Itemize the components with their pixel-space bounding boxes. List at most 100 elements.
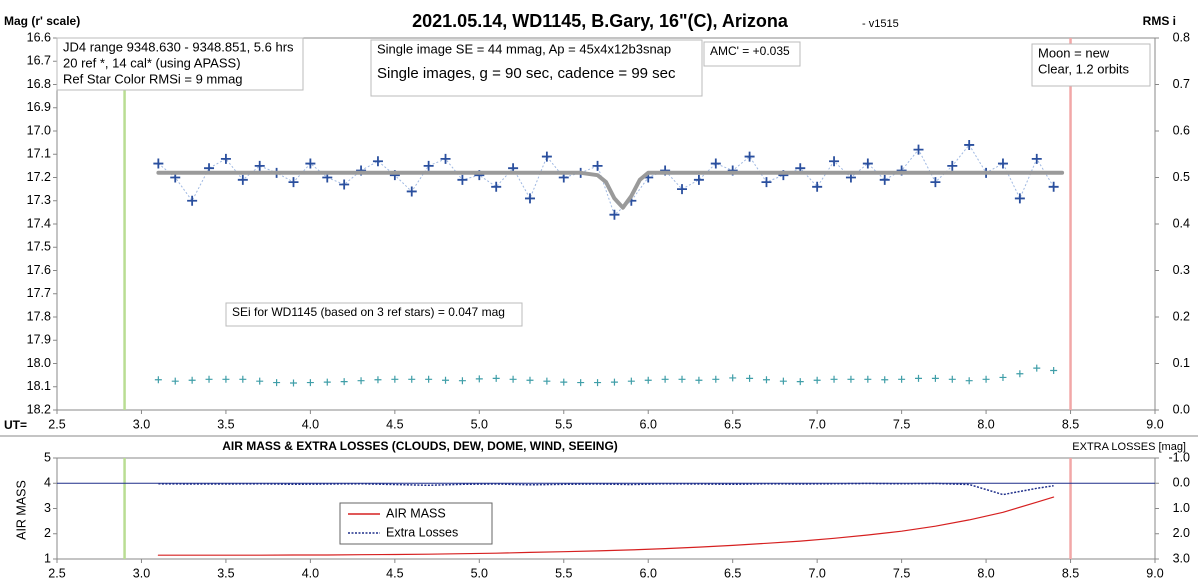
data-point <box>458 377 466 385</box>
y2-tick-label: 0.7 <box>1173 77 1190 91</box>
y2-tick-label: 0.0 <box>1173 402 1190 416</box>
x-tick-label: 4.0 <box>302 417 319 431</box>
data-point <box>627 377 635 385</box>
annotation-text: JD4 range 9348.630 - 9348.851, 5.6 hrs <box>63 39 294 54</box>
series-line <box>157 496 1055 556</box>
data-point <box>256 377 264 385</box>
data-point <box>693 174 704 185</box>
data-point <box>761 177 772 188</box>
data-point <box>1033 364 1041 372</box>
annotation-box <box>225 302 523 327</box>
data-point <box>254 160 265 171</box>
data-point <box>1014 193 1025 204</box>
annotation-text: Single images, g = 90 sec, cadence = 99 … <box>377 65 676 82</box>
data-point <box>306 379 314 387</box>
data-point <box>847 375 855 383</box>
data-point <box>1031 153 1042 164</box>
x-tick-label: 3.5 <box>217 566 234 580</box>
data-point <box>391 375 399 383</box>
data-point <box>746 374 754 382</box>
data-point <box>594 379 602 387</box>
data-point <box>1048 181 1059 192</box>
y-tick-label: 16.6 <box>27 30 51 44</box>
y-tick-label: 16.9 <box>27 100 51 114</box>
y-tick-label: 17.5 <box>27 240 51 254</box>
data-point <box>509 375 517 383</box>
data-point <box>609 209 620 220</box>
annotation-text: Clear, 1.2 orbits <box>1038 61 1130 76</box>
y-tick-label: 17.0 <box>27 123 51 137</box>
data-point <box>220 153 231 164</box>
y-tick-label: 17.7 <box>27 286 51 300</box>
y-tick-label: 17.2 <box>27 170 51 184</box>
x-tick-label: 6.0 <box>640 566 657 580</box>
y-tick-label: 18.2 <box>27 402 51 416</box>
data-point <box>999 373 1007 381</box>
data-point <box>948 375 956 383</box>
y2-tick-label: 1.0 <box>1173 501 1190 515</box>
data-point <box>661 375 669 383</box>
x-tick-label: 8.0 <box>977 417 994 431</box>
annotation-box <box>1031 43 1151 87</box>
data-point <box>339 179 350 190</box>
data-point <box>592 160 603 171</box>
data-point <box>712 375 720 383</box>
data-point <box>577 379 585 387</box>
data-point <box>340 378 348 386</box>
data-point <box>491 181 502 192</box>
y2-tick-label: 0.5 <box>1173 170 1190 184</box>
data-point <box>237 174 248 185</box>
annotation-text: Ref Star Color RMSi = 9 mmag <box>63 71 243 86</box>
data-point <box>289 379 297 387</box>
y-tick-label: 16.8 <box>27 77 51 91</box>
data-point <box>526 376 534 384</box>
y-tick-label: 18.0 <box>27 356 51 370</box>
y-tick-label: 17.8 <box>27 309 51 323</box>
data-point <box>997 158 1008 169</box>
data-point <box>372 156 383 167</box>
data-point <box>644 376 652 384</box>
data-point <box>492 374 500 382</box>
x-tick-label: 4.5 <box>386 417 403 431</box>
y2-axis-label: EXTRA LOSSES [mag] <box>1072 441 1186 453</box>
data-point <box>812 181 823 192</box>
x-tick-label: 8.5 <box>1062 566 1079 580</box>
data-point <box>915 374 923 382</box>
legend-box <box>339 502 493 545</box>
data-point <box>829 156 840 167</box>
x-tick-label: 7.5 <box>893 417 910 431</box>
x-tick-label: 7.5 <box>893 566 910 580</box>
data-point <box>1016 370 1024 378</box>
data-point <box>153 158 164 169</box>
series-line <box>158 482 1054 496</box>
data-point <box>710 158 721 169</box>
data-point <box>524 193 535 204</box>
y2-tick-label: 2.0 <box>1173 526 1190 540</box>
y-axis-label: AIR MASS <box>14 480 28 540</box>
x-tick-label: 3.5 <box>217 417 234 431</box>
y-tick-label: 1 <box>44 551 51 565</box>
data-point <box>881 376 889 384</box>
data-point <box>982 375 990 383</box>
legend-label: Extra Losses <box>386 525 458 539</box>
x-tick-label: 9.0 <box>1146 417 1163 431</box>
x-tick-label: 5.0 <box>471 566 488 580</box>
y-tick-label: 17.3 <box>27 193 51 207</box>
data-point <box>374 376 382 384</box>
y2-tick-label: 0.1 <box>1173 356 1190 370</box>
data-point <box>323 378 331 386</box>
data-point <box>1050 366 1058 374</box>
x-tick-label: 6.0 <box>640 417 657 431</box>
x-tick-label: 7.0 <box>808 417 825 431</box>
data-point <box>779 377 787 385</box>
data-point <box>830 375 838 383</box>
data-point <box>610 378 618 386</box>
y-tick-label: 17.1 <box>27 147 51 161</box>
x-tick-label: 9.0 <box>1146 566 1163 580</box>
x-tick-label: 2.5 <box>48 417 65 431</box>
series-line <box>156 170 1065 210</box>
y2-tick-label: 0.0 <box>1173 476 1190 490</box>
data-point <box>964 139 975 150</box>
y2-tick-label: 0.2 <box>1173 309 1190 323</box>
chart-title: AIR MASS & EXTRA LOSSES (CLOUDS, DEW, DO… <box>222 439 618 453</box>
